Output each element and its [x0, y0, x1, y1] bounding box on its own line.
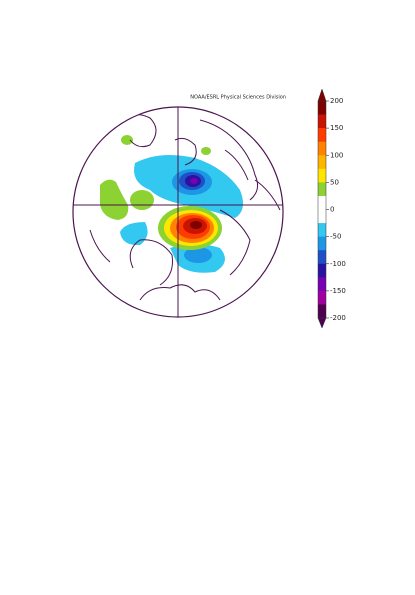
colorbar-tick-label: 100: [330, 151, 343, 159]
anomaly-patch: [201, 147, 211, 155]
colorbar-bin: [318, 168, 326, 183]
colorbar-tick-label: 200: [330, 97, 343, 105]
colorbar-bin: [318, 209, 326, 224]
colorbar-bin: [318, 223, 326, 237]
colorbar-tick-label: -50: [330, 233, 341, 241]
colorbar-tick-label: 150: [330, 124, 343, 132]
colorbar-bin: [318, 114, 326, 129]
colorbar-bin: [318, 141, 326, 156]
anomaly-patch: [184, 247, 212, 263]
colorbar-tick-label: 50: [330, 178, 339, 186]
colorbar-bin: [318, 195, 326, 210]
colorbar-bottom-cap: [317, 317, 327, 329]
anomaly-field: [89, 114, 281, 301]
anomaly-patch: [190, 221, 202, 229]
anomaly-patch: [120, 222, 148, 246]
colorbar-bin: [318, 236, 326, 251]
colorbar-bin: [318, 263, 326, 278]
colorbar-tick-label: -150: [330, 287, 346, 295]
colorbar: 200 150 100 50 0 -50 -100 -150 -200: [317, 88, 346, 329]
anomaly-patch: [190, 178, 198, 184]
colorbar-bin: [318, 290, 326, 305]
colorbar-tick-label: -100: [330, 260, 346, 268]
anomaly-patch: [100, 179, 129, 220]
colorbar-bin: [318, 250, 326, 265]
colorbar-bin: [318, 182, 326, 197]
colorbar-bin: [318, 155, 326, 170]
anomaly-patch: [121, 135, 133, 145]
colorbar-bin: [318, 101, 326, 115]
colorbar-bin: [318, 304, 326, 319]
colorbar-top-cap: [317, 88, 327, 102]
colorbar-bin: [318, 277, 326, 292]
anomaly-patch: [130, 190, 154, 210]
colorbar-tick-label: 0: [330, 206, 334, 214]
credit: NOAA/ESRL Physical Sciences Division: [190, 95, 286, 101]
colorbar-bin: [318, 128, 326, 142]
colorbar-tick-label: -200: [330, 314, 346, 322]
